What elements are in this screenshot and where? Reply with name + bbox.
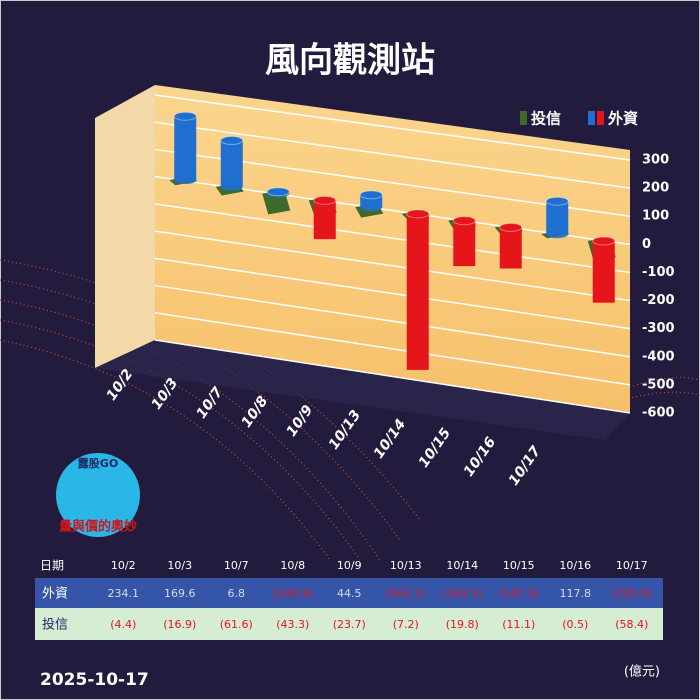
bar-cap (452, 216, 476, 226)
row-bg (35, 608, 663, 640)
bar-cap (220, 135, 244, 145)
table-value: 117.8 (560, 587, 592, 600)
table-value: 169.6 (164, 587, 196, 600)
bar-cap (545, 196, 569, 206)
table-value: (11.1) (502, 618, 535, 631)
grid-line (154, 284, 631, 358)
row-label: 投信 (42, 617, 68, 633)
unit: (億元) (624, 664, 660, 680)
bar (313, 200, 336, 240)
table-value: 6.8 (228, 587, 246, 600)
grid-line (154, 230, 631, 302)
table-value: (147.3) (499, 587, 539, 600)
grid-line (154, 339, 631, 414)
y-tick-label: -500 (642, 377, 675, 392)
legend-label: 投信 (531, 110, 561, 128)
table-value: (0.5) (562, 618, 588, 631)
grid-line (154, 121, 631, 189)
bar-cap (173, 111, 197, 121)
table-value: (23.7) (333, 618, 366, 631)
bar (406, 213, 429, 370)
table-value: (4.4) (110, 618, 136, 631)
y-tick-label: -200 (642, 293, 675, 308)
table-date: 10/2 (111, 559, 136, 572)
table-value: 44.5 (337, 587, 362, 600)
logo: 露股GO 量與價的奧妙 (56, 453, 140, 537)
table-value: (58.4) (615, 618, 648, 631)
legend-label: 外資 (607, 110, 638, 128)
table-date: 10/9 (337, 559, 362, 572)
bar-cap (313, 195, 337, 205)
bar (546, 201, 569, 235)
logo-slogan: 量與價的奧妙 (59, 519, 137, 535)
bar-cap (592, 236, 616, 246)
date: 2025-10-17 (40, 670, 149, 690)
bar-cap (499, 222, 523, 232)
bar (174, 116, 197, 181)
y-tick-label: 200 (642, 181, 669, 196)
grid-line (154, 203, 631, 274)
table-value: (220.0) (612, 587, 652, 600)
bar-cap (359, 190, 383, 200)
table-value: (563.1) (386, 587, 426, 600)
table-date: 10/7 (224, 559, 249, 572)
bar (592, 240, 615, 303)
table-date: 10/8 (280, 559, 305, 572)
table-date: 10/16 (559, 559, 591, 572)
legend-swatch (588, 111, 595, 125)
y-tick-label: -100 (642, 265, 675, 280)
bar (499, 227, 522, 269)
table-value: (7.2) (393, 618, 419, 631)
table-value: (163.5) (442, 587, 482, 600)
table-date: 10/14 (446, 559, 478, 572)
chart-title: 風向觀測站 (265, 41, 435, 81)
table-value: 234.1 (108, 587, 140, 600)
floor (95, 340, 630, 440)
y-tick-label: -600 (642, 406, 675, 421)
row-label: 外資 (42, 587, 68, 602)
y-tick-label: -400 (642, 349, 675, 364)
bar-cap (266, 187, 290, 197)
table-date: 10/15 (503, 559, 535, 572)
grid-line (154, 257, 631, 330)
decoration (0, 259, 700, 561)
logo-circle (56, 453, 140, 537)
legend-swatch (520, 111, 527, 125)
table-date: 10/17 (616, 559, 648, 572)
table-value: (140.9) (273, 587, 313, 600)
y-tick-label: 300 (642, 153, 669, 168)
table-value: (19.8) (446, 618, 479, 631)
table-value: (61.6) (220, 618, 253, 631)
bar-cap (406, 209, 430, 219)
grid-line (154, 312, 631, 386)
side-wall (95, 85, 155, 368)
bar (220, 140, 243, 187)
y-tick-label: 0 (642, 237, 651, 252)
y-tick-label: 100 (642, 209, 669, 224)
table-value: (43.3) (276, 618, 309, 631)
y-tick-label: -300 (642, 321, 675, 336)
table-date: 10/13 (390, 559, 422, 572)
table-header: 日期 (40, 559, 64, 573)
row-bg (35, 578, 663, 608)
bar (453, 220, 476, 267)
grid-line (154, 94, 631, 161)
logo-name: 露股GO (78, 457, 118, 470)
table-value: (16.9) (163, 618, 196, 631)
table-date: 10/3 (167, 559, 192, 572)
legend-swatch (597, 111, 604, 125)
